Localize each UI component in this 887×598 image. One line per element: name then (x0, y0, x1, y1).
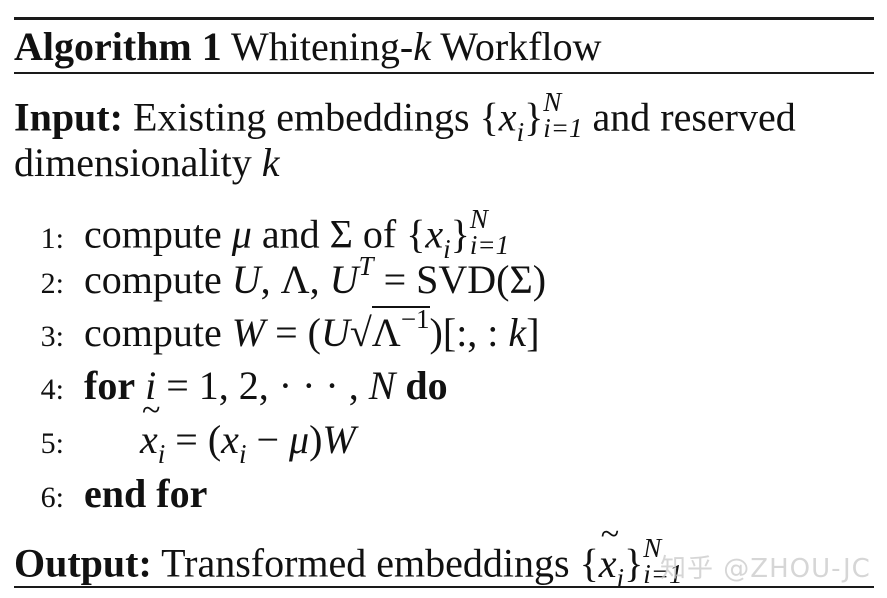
step-number: 6: (40, 481, 64, 514)
input-set-upper: N (543, 87, 562, 117)
u-var: U (320, 310, 350, 355)
paren-close: ) (309, 417, 323, 462)
set-open: { (406, 211, 426, 257)
output-set-lower: i=1 (643, 558, 683, 589)
output-set-sub: i (616, 562, 625, 593)
equals: = ( (165, 417, 222, 462)
step-text: compute (84, 310, 232, 355)
do-keyword: do (405, 363, 448, 408)
lambda-symbol: Λ (371, 310, 401, 355)
for-keyword: for (84, 363, 136, 408)
algorithm-title: Algorithm 1 Whitening-k Workflow (14, 27, 601, 67)
input-text: Existing embeddings (122, 94, 480, 140)
svd-text: SVD(Σ) (416, 257, 547, 302)
algorithm-name-var: k (413, 24, 431, 69)
step-text: compute (84, 257, 232, 302)
input-label: Input: (14, 94, 123, 140)
i-sub: i (443, 233, 451, 264)
output-label: Output: (14, 540, 152, 586)
step-number: 1: (40, 221, 64, 255)
step-3: 3: compute W = (U√Λ−1)[:, : k] (0, 306, 540, 355)
input-set-lower: i=1 (543, 112, 583, 143)
algorithm-name-suffix: Workflow (430, 24, 602, 69)
u-var: U (329, 257, 359, 302)
sqrt-symbol: √ (349, 310, 372, 355)
input-set-open: { (479, 94, 499, 140)
step-text: and (251, 211, 330, 257)
i-sub: i (238, 439, 247, 469)
n-var: N (368, 363, 396, 408)
input-set-sub: i (516, 116, 525, 147)
algorithm-name-prefix: Whitening- (231, 24, 414, 69)
range-text: = 1, 2, · · · , (156, 363, 369, 408)
watermark: 知乎 @ZHOU-JC (660, 554, 871, 584)
step-2: 2: compute U, Λ, UT = SVD(Σ) (0, 253, 547, 302)
x-var: x (425, 211, 444, 257)
output-set-close: } (624, 540, 644, 586)
slice-close: ] (526, 310, 540, 355)
top-rule (14, 17, 874, 20)
step-number: 4: (40, 373, 64, 406)
slice-text: )[:, : (429, 310, 509, 355)
step-text: , Λ, (260, 257, 330, 302)
i-sub: i (157, 439, 166, 469)
i-var: i (145, 363, 157, 408)
w-var: W (231, 310, 266, 355)
end-for-keyword: end for (84, 471, 208, 516)
u-var: U (231, 257, 261, 302)
x-var: x (221, 417, 239, 462)
step-text: of (352, 211, 407, 257)
input-line2-var: k (261, 140, 280, 185)
step-6: 6: end for (0, 471, 208, 516)
header-rule (14, 72, 874, 74)
exponent: −1 (400, 304, 430, 334)
bottom-rule (14, 586, 874, 588)
step-number: 2: (40, 267, 64, 300)
algorithm-label: Algorithm 1 (14, 24, 222, 69)
input-set-var: x (498, 94, 517, 140)
step-text: compute (84, 211, 232, 257)
transpose-sup: T (358, 251, 374, 281)
equals: = ( (265, 310, 321, 355)
input-text-2: and reserved (582, 94, 796, 140)
step-5: 5: xi = (xi − μ)W (0, 394, 356, 468)
w-var: W (322, 417, 356, 462)
set-close: } (450, 211, 470, 257)
output-line: Output: Transformed embeddings {xi}Ni=1 (14, 518, 683, 592)
input-line-2: dimensionality k (14, 143, 280, 183)
mu-symbol: μ (231, 211, 252, 257)
input-set-close: } (524, 94, 544, 140)
sqrt-body: Λ−1 (371, 304, 430, 355)
k-var: k (508, 310, 527, 355)
equals: = (373, 257, 417, 302)
minus: − (246, 417, 290, 462)
output-set-open: { (579, 540, 599, 586)
sigma-symbol: Σ (329, 211, 353, 257)
input-line2-text: dimensionality (14, 140, 262, 185)
output-set-upper: N (643, 533, 662, 563)
step-4: 4: for i = 1, 2, · · · , N do (0, 366, 448, 406)
output-set-var: x (599, 518, 619, 584)
output-text: Transformed embeddings (151, 540, 580, 586)
x-tilde-var: x (140, 394, 160, 460)
mu-symbol: μ (289, 417, 310, 462)
step-number: 5: (40, 427, 64, 460)
set-lower: i=1 (469, 229, 510, 260)
step-number: 3: (40, 320, 64, 353)
set-upper: N (469, 204, 488, 234)
